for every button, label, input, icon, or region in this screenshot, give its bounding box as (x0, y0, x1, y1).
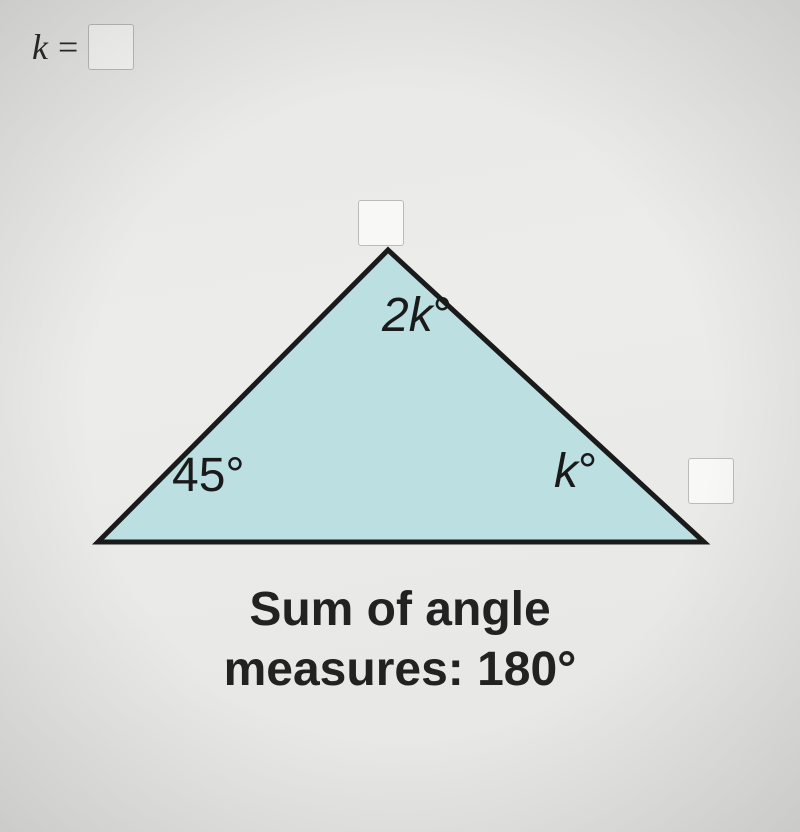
left-angle-label: 45° (172, 448, 245, 503)
top-angle-input[interactable] (358, 200, 404, 246)
top-angle-var: 2k (382, 289, 433, 342)
right-angle-var: k (554, 445, 578, 498)
top-angle-label: 2k° (382, 288, 452, 343)
caption: Sum of angle measures: 180° (0, 580, 800, 700)
equation-equals: = (58, 26, 78, 68)
k-value-input[interactable] (88, 24, 134, 70)
equation-var: k (32, 26, 48, 68)
top-angle-deg: ° (433, 289, 452, 342)
caption-line1: Sum of angle (0, 580, 800, 640)
right-angle-deg: ° (578, 445, 597, 498)
equation: k = (32, 24, 134, 70)
right-angle-label: k° (554, 444, 597, 499)
triangle-diagram: 2k° 45° k° (60, 200, 740, 620)
caption-line2: measures: 180° (0, 640, 800, 700)
